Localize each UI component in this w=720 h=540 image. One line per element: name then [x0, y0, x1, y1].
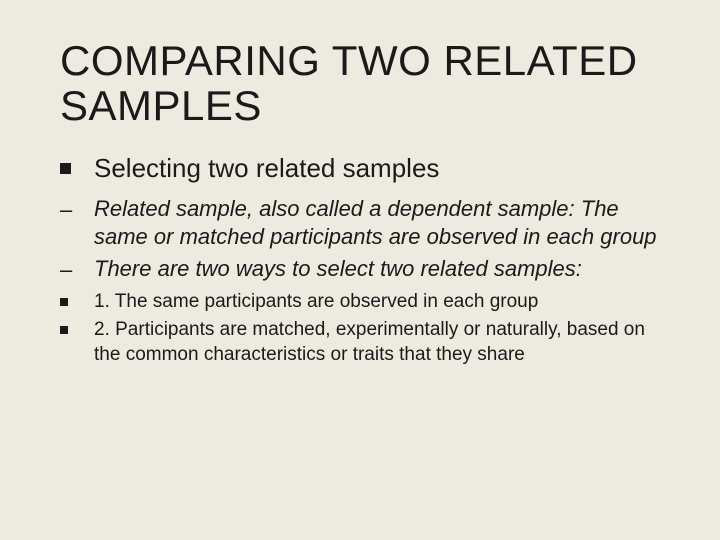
- list-item: Selecting two related samples: [60, 151, 660, 185]
- bullet-text: Related sample, also called a dependent …: [94, 195, 660, 251]
- dash-bullet-icon: –: [60, 255, 94, 285]
- list-item: 1. The same participants are observed in…: [60, 289, 660, 315]
- bullet-text: 2. Participants are matched, experimenta…: [94, 317, 660, 367]
- bullet-text: Selecting two related samples: [94, 151, 660, 185]
- square-bullet-icon: [60, 151, 94, 185]
- bullet-list-level3: 1. The same participants are observed in…: [60, 289, 660, 367]
- bullet-text: There are two ways to select two related…: [94, 255, 660, 283]
- bullet-text: 1. The same participants are observed in…: [94, 289, 660, 314]
- square-bullet-icon: [60, 289, 94, 315]
- slide-title: COMPARING TWO RELATED SAMPLES: [60, 38, 660, 129]
- list-item: – Related sample, also called a dependen…: [60, 195, 660, 251]
- list-item: 2. Participants are matched, experimenta…: [60, 317, 660, 367]
- square-bullet-icon: [60, 317, 94, 343]
- list-item: – There are two ways to select two relat…: [60, 255, 660, 285]
- slide: COMPARING TWO RELATED SAMPLES Selecting …: [0, 0, 720, 540]
- bullet-list-level1: Selecting two related samples: [60, 151, 660, 185]
- dash-bullet-icon: –: [60, 195, 94, 225]
- bullet-list-level2: – Related sample, also called a dependen…: [60, 195, 660, 285]
